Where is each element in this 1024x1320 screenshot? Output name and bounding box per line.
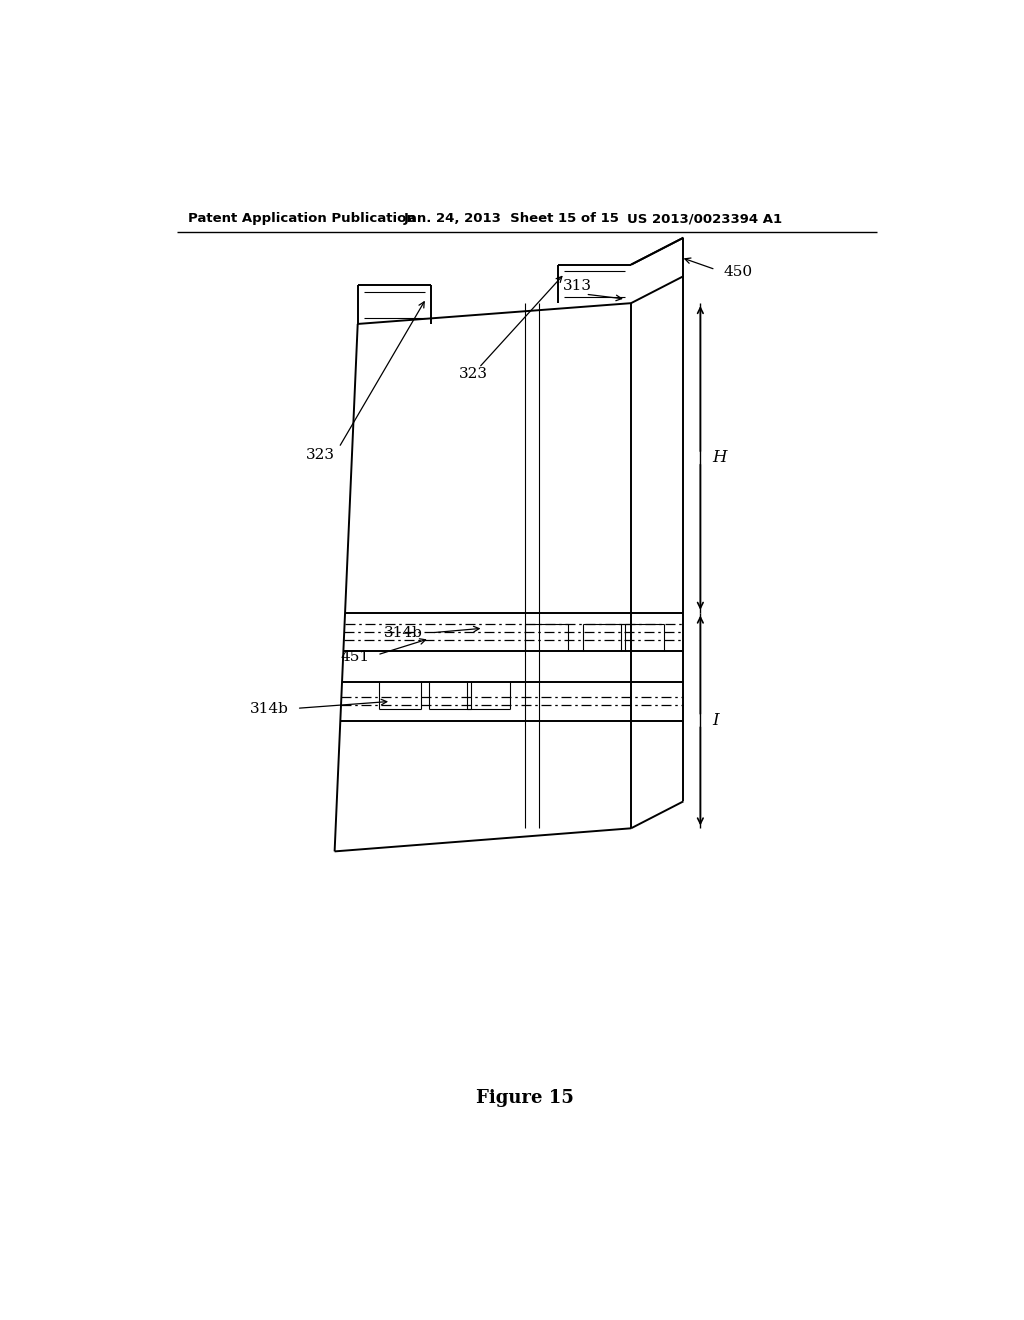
Text: I: I <box>712 711 719 729</box>
Text: 323: 323 <box>305 447 335 462</box>
Text: Patent Application Publication: Patent Application Publication <box>188 213 416 226</box>
Text: 450: 450 <box>724 265 753 280</box>
Text: 323: 323 <box>459 367 487 381</box>
Text: 314b: 314b <box>384 627 423 640</box>
Text: 314b: 314b <box>250 702 289 715</box>
Text: Figure 15: Figure 15 <box>476 1089 573 1106</box>
Text: H: H <box>712 449 726 466</box>
Text: Jan. 24, 2013  Sheet 15 of 15: Jan. 24, 2013 Sheet 15 of 15 <box>403 213 620 226</box>
Text: 451: 451 <box>340 651 370 664</box>
Text: US 2013/0023394 A1: US 2013/0023394 A1 <box>628 213 782 226</box>
Text: 313: 313 <box>562 279 592 293</box>
